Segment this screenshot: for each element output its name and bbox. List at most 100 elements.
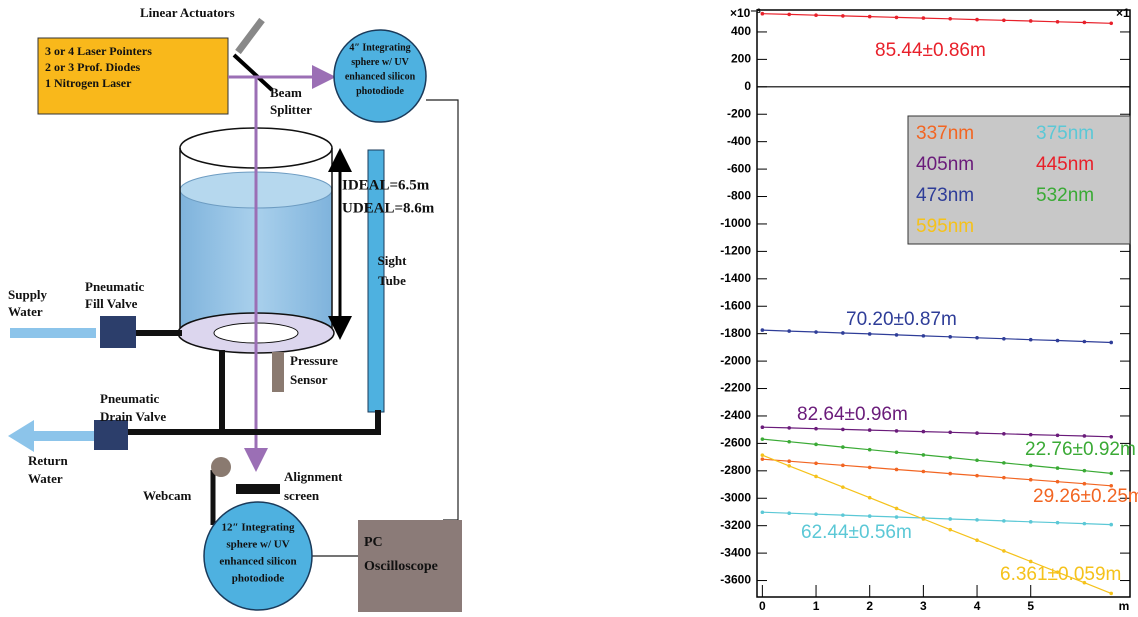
diagram-label: 4″ Integrating [349, 42, 410, 53]
data-point [787, 329, 791, 333]
data-point [1056, 480, 1060, 484]
data-point [787, 511, 791, 515]
diagram-label: Fill Valve [85, 296, 138, 311]
diagram-label: screen [284, 488, 320, 503]
data-point [787, 440, 791, 444]
data-point [1083, 21, 1087, 25]
data-point [1002, 549, 1006, 553]
diagram-label: 1 Nitrogen Laser [45, 76, 132, 90]
data-point [895, 333, 899, 337]
diagram-label: enhanced silicon [345, 71, 416, 82]
data-point [895, 451, 899, 455]
y-tick-label: -800 [727, 189, 751, 203]
y-multiplier: ×10⁻³ [730, 6, 761, 20]
data-point [1002, 337, 1006, 341]
data-point [787, 464, 791, 468]
data-point [895, 16, 899, 20]
data-point [1002, 18, 1006, 22]
data-point [1002, 519, 1006, 523]
y-tick-label: 400 [731, 24, 751, 38]
diagram-label: Alignment [284, 469, 343, 484]
x-tick-label: 2 [866, 599, 873, 613]
data-point [761, 12, 765, 16]
apparatus-diagram: Linear Actuators 3 or 4 Laser Pointers 2 o… [8, 5, 462, 612]
legend-entry: 405nm [916, 154, 974, 175]
diagram-label: Tube [378, 273, 406, 288]
diagram-label: Water [28, 471, 63, 486]
data-point [948, 430, 952, 434]
data-point [1083, 434, 1087, 438]
diagram-label: sphere w/ UV [226, 539, 289, 551]
data-point [814, 427, 818, 431]
data-point [975, 474, 979, 478]
y-tick-label: -3400 [720, 545, 751, 559]
data-point [841, 513, 845, 517]
data-point [975, 518, 979, 522]
y-tick-label: -1000 [720, 216, 751, 230]
data-point [868, 15, 872, 19]
data-point [922, 470, 926, 474]
data-point [1109, 472, 1113, 476]
data-point [1056, 521, 1060, 525]
data-point [1029, 19, 1033, 23]
fit-label: 6.361±0.059m [1000, 564, 1121, 585]
diagram-label: Linear Actuators [140, 5, 235, 20]
data-point [841, 445, 845, 449]
diagram-label: sphere w/ UV [351, 57, 409, 68]
diagram-label: UDEAL=8.6m [342, 200, 435, 216]
diagram-label: Sensor [290, 372, 328, 387]
fit-label: 85.44±0.86m [875, 40, 986, 61]
legend-entry: 473nm [916, 185, 974, 206]
fit-label: 22.76±0.92m [1025, 439, 1136, 460]
data-point [1056, 339, 1060, 343]
data-point [895, 515, 899, 519]
data-point [1083, 522, 1087, 526]
plot-area [757, 10, 1130, 597]
data-point [787, 426, 791, 430]
data-point [1056, 466, 1060, 470]
data-point [922, 16, 926, 20]
y-tick-label: 200 [731, 52, 751, 66]
data-point [922, 517, 926, 521]
data-point [841, 428, 845, 432]
beam-splitter [234, 55, 272, 90]
data-point [1109, 341, 1113, 345]
data-point [787, 459, 791, 463]
data-point [761, 510, 765, 514]
diagram-label: 3 or 4 Laser Pointers [45, 44, 152, 58]
data-point [868, 466, 872, 470]
data-point [948, 528, 952, 532]
data-point [868, 514, 872, 518]
data-point [1109, 592, 1113, 596]
diagram-label: Pressure [290, 353, 338, 368]
y-tick-label: -2200 [720, 381, 751, 395]
drain-valve [94, 420, 128, 450]
alignment-screen [236, 484, 280, 494]
data-point [841, 485, 845, 489]
wire [426, 100, 458, 520]
diagram-label: Return [28, 453, 68, 468]
data-point [948, 517, 952, 521]
data-point [895, 468, 899, 472]
pressure-sensor [272, 352, 284, 392]
diagram-label: Splitter [270, 102, 312, 117]
y-tick-label: -1200 [720, 244, 751, 258]
legend-entry: 337nm [916, 123, 974, 144]
diagram-label: Oscilloscope [364, 559, 438, 574]
y-tick-label: -600 [727, 161, 751, 175]
data-point [922, 334, 926, 338]
x-tick-label: 5 [1027, 599, 1034, 613]
fit-label: 62.44±0.56m [801, 522, 912, 543]
data-point [814, 13, 818, 17]
fit-label: 29.26±0.25m [1033, 486, 1138, 507]
data-point [922, 430, 926, 434]
y-tick-label: -1400 [720, 271, 751, 285]
y-tick-label: -1800 [720, 326, 751, 340]
data-point [975, 431, 979, 435]
webcam [211, 457, 231, 477]
data-point [814, 330, 818, 334]
data-point [761, 425, 765, 429]
diagram-label: 2 or 3 Prof. Diodes [45, 60, 141, 74]
x-tick-label: 0 [759, 599, 766, 613]
data-point [1109, 523, 1113, 527]
